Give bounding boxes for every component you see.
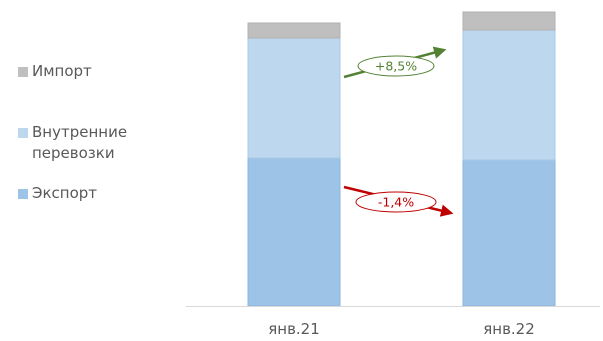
annotation-label-1: +8,5% <box>375 59 417 74</box>
bar-segment-import-2 <box>462 11 556 31</box>
legend-swatch-domestic <box>18 128 28 138</box>
bar-segment-export-2 <box>462 159 556 307</box>
legend-label-domestic: Внутренние перевозки <box>32 123 128 162</box>
annotation-label-2: -1,4% <box>378 195 414 210</box>
x-tick-label-1: янв.21 <box>268 320 320 338</box>
x-tick-label-2: янв.22 <box>483 320 535 338</box>
legend-item-domestic: Внутренние перевозки <box>18 122 162 164</box>
annotation-ellipse-2 <box>355 191 437 213</box>
legend: Импорт Внутренние перевозки Экспорт <box>18 0 188 341</box>
bar-segment-export-1 <box>247 157 341 307</box>
bar-segment-domestic-2 <box>462 29 556 161</box>
legend-label-import: Импорт <box>32 62 92 80</box>
legend-item-export: Экспорт <box>18 183 162 204</box>
legend-swatch-export <box>18 189 28 199</box>
legend-swatch-import <box>18 67 28 77</box>
legend-item-import: Импорт <box>18 61 162 82</box>
annotation-ellipse-1 <box>357 55 435 77</box>
bar-segment-domestic-1 <box>247 37 341 159</box>
legend-label-export: Экспорт <box>32 184 98 202</box>
bar-segment-import-1 <box>247 22 341 39</box>
